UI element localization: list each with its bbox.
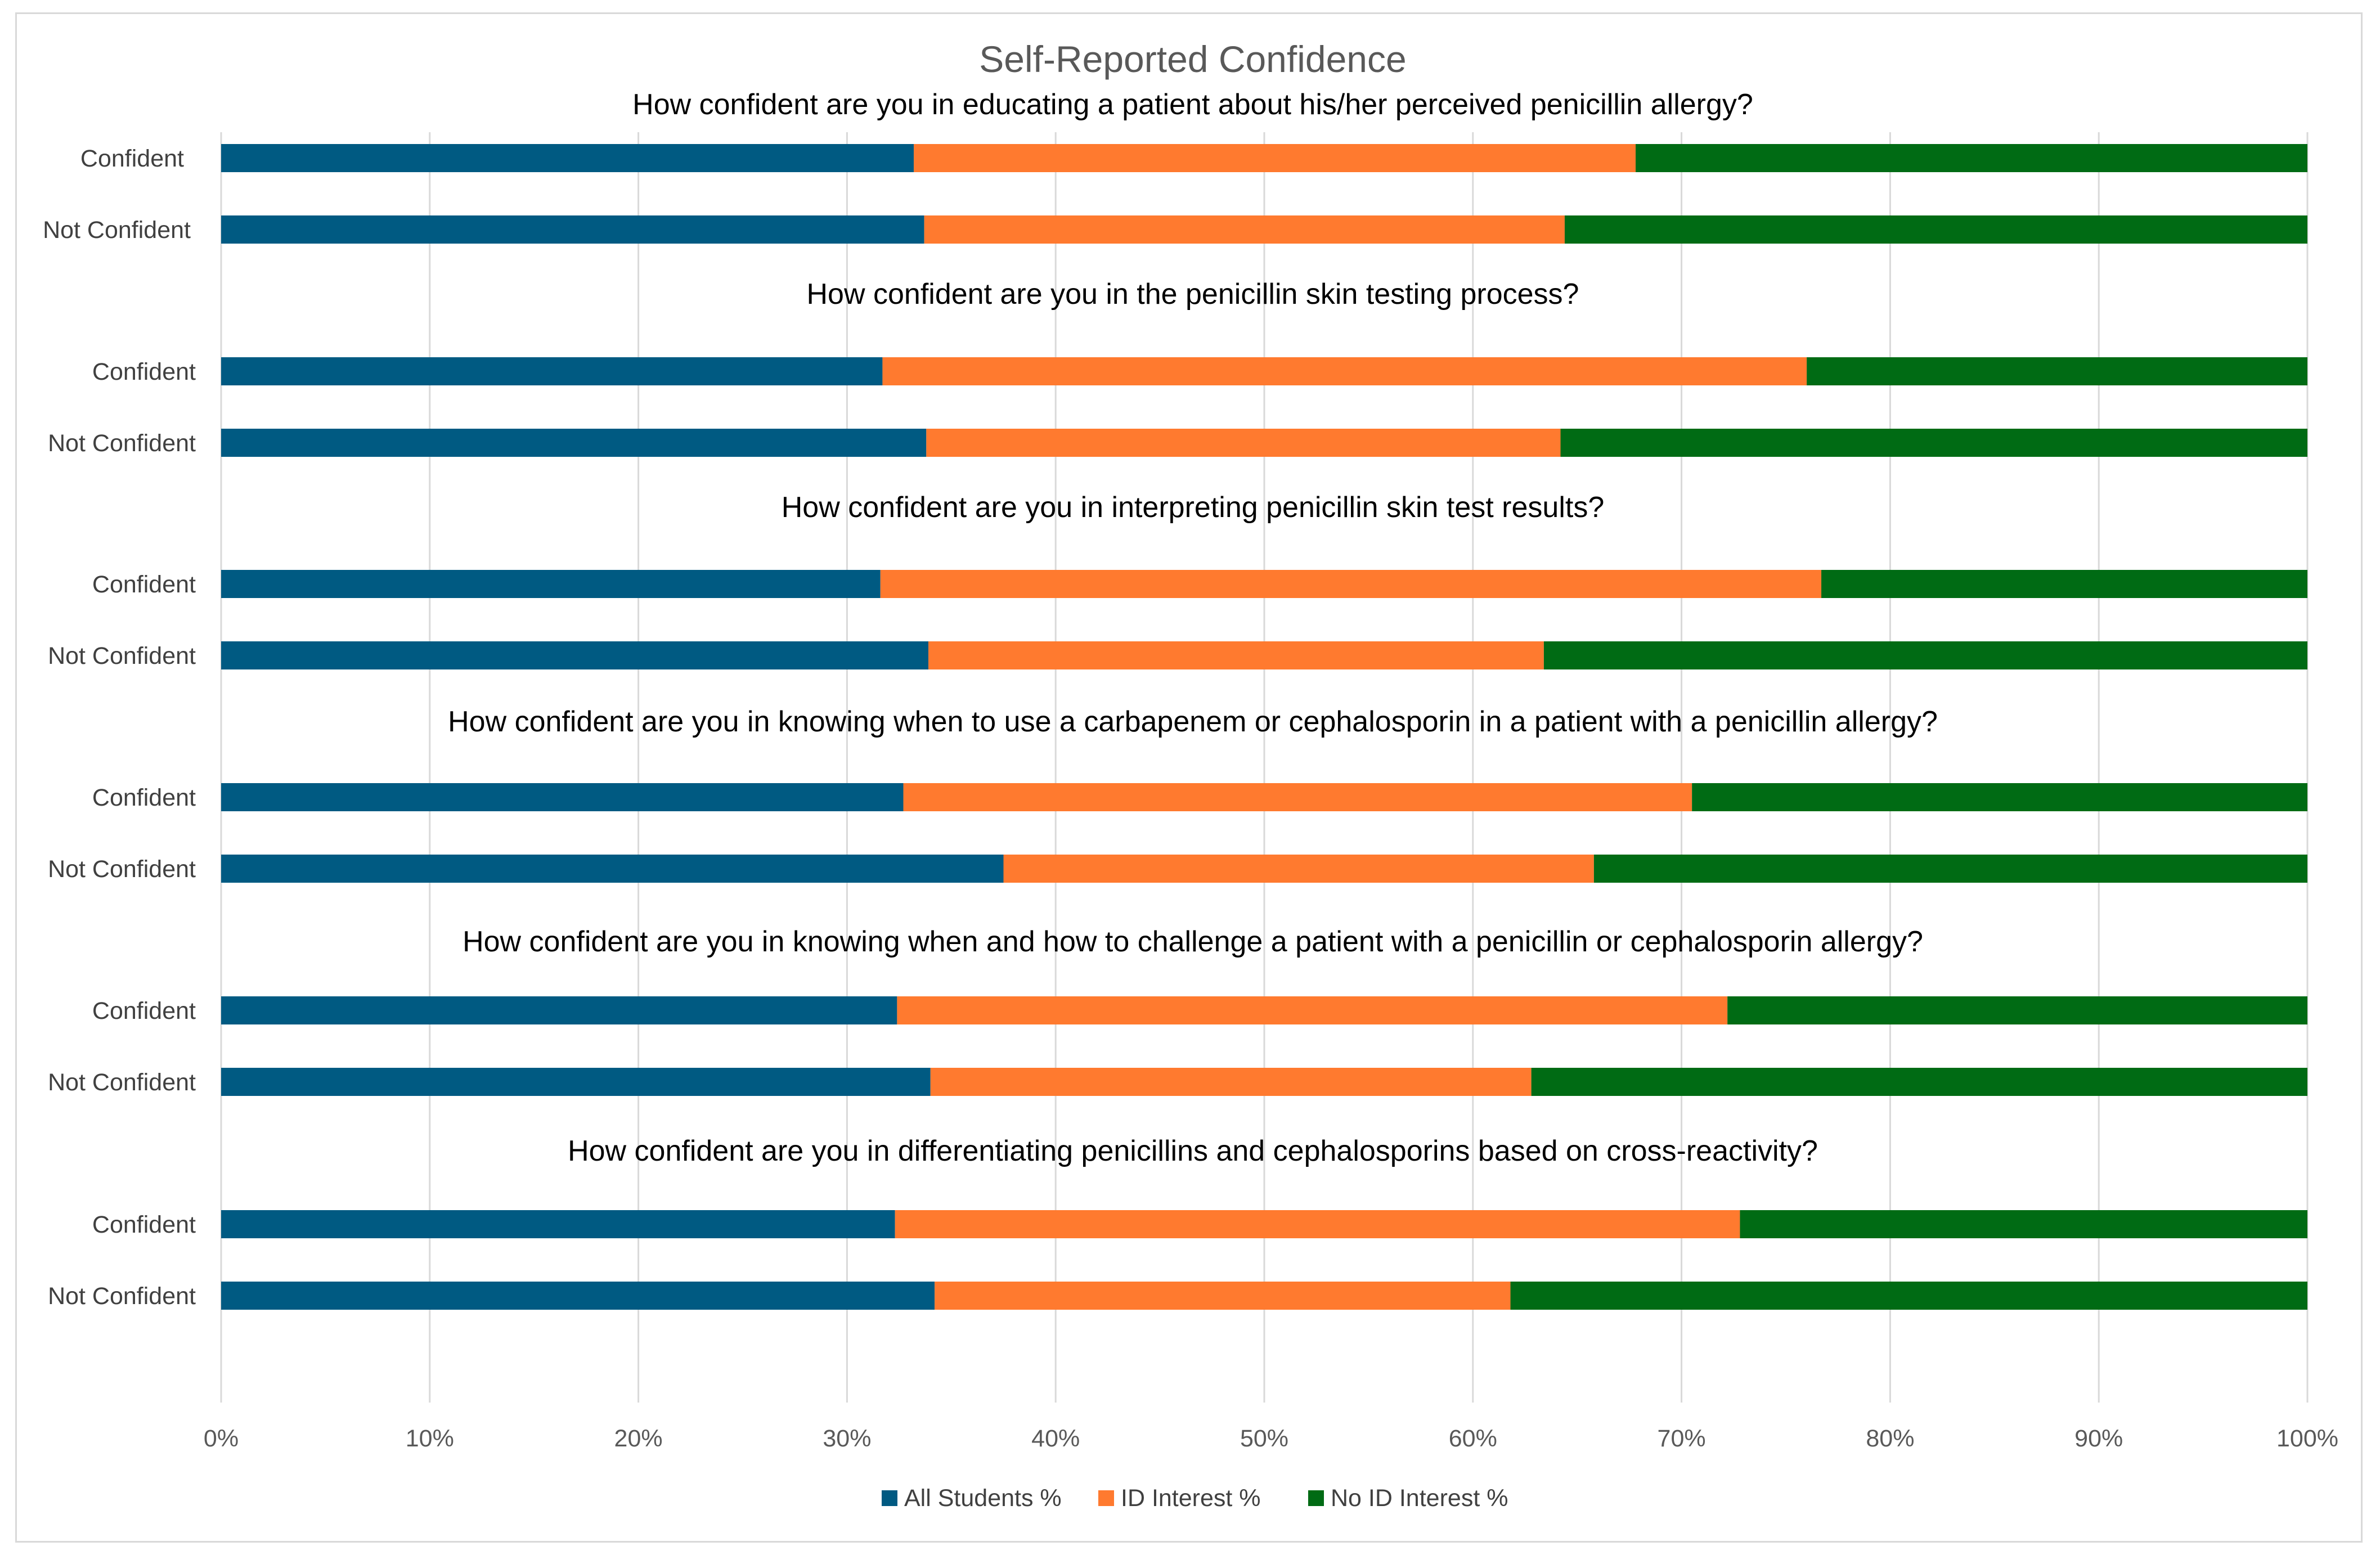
chart-title: Self-Reported Confidence <box>979 38 1406 80</box>
bar-segment <box>1821 570 2307 598</box>
question-label: How confident are you in knowing when an… <box>462 925 1923 958</box>
legend-swatch <box>1098 1490 1114 1506</box>
bar-segment <box>1692 783 2307 811</box>
bar-segment <box>928 641 1544 669</box>
x-tick-label: 50% <box>1240 1425 1288 1452</box>
row-label: Not Confident <box>43 217 191 244</box>
gridlines <box>220 132 2309 1403</box>
bars <box>221 144 2307 1310</box>
x-tick-label: 30% <box>823 1425 871 1452</box>
row-label: Confident <box>92 1211 196 1238</box>
row-label: Confident <box>92 358 196 385</box>
question-label: How confident are you in interpreting pe… <box>782 491 1605 524</box>
bar-segment <box>1531 1068 2307 1096</box>
question-label: How confident are you in differentiating… <box>568 1135 1818 1167</box>
bar-segment <box>897 996 1728 1024</box>
bar-segment <box>221 855 1004 883</box>
bar-segment <box>221 1210 895 1238</box>
bar-segment <box>1807 357 2307 385</box>
x-tick-label: 80% <box>1866 1425 1914 1452</box>
bar-segment <box>221 570 881 598</box>
row-labels: Confident Not Confident Confident Not Confi… <box>43 145 196 1310</box>
bar-segment <box>1740 1210 2307 1238</box>
bar-segment <box>924 215 1565 244</box>
row-label: Not Confident <box>48 1283 196 1310</box>
bar-segment <box>1003 855 1594 883</box>
bar-segment <box>882 357 1807 385</box>
x-tick-label: 100% <box>2276 1425 2338 1452</box>
bar-segment <box>1636 144 2307 172</box>
bar-segment <box>935 1282 1511 1310</box>
bar-segment <box>221 215 924 244</box>
bar-segment <box>221 641 929 669</box>
bar-segment <box>1564 215 2307 244</box>
x-axis-ticks: 0% 10% 20% 30% 40% 50% 60% 70% 80% 90% 100% <box>204 1425 2338 1452</box>
bar-segment <box>221 783 904 811</box>
bar-segment <box>914 144 1636 172</box>
bar-segment <box>926 429 1561 457</box>
bar-segment <box>1510 1282 2307 1310</box>
row-label: Not Confident <box>48 642 196 669</box>
legend-label: ID Interest % <box>1121 1485 1261 1512</box>
x-tick-label: 10% <box>406 1425 454 1452</box>
legend-swatch <box>882 1490 897 1506</box>
legend-label: All Students % <box>904 1485 1062 1512</box>
x-tick-label: 60% <box>1449 1425 1497 1452</box>
bar-segment <box>221 357 883 385</box>
bar-segment <box>1593 855 2307 883</box>
bar-segment <box>221 429 927 457</box>
row-label: Confident <box>92 571 196 598</box>
x-tick-label: 70% <box>1658 1425 1706 1452</box>
bar-segment <box>221 1068 931 1096</box>
bar-segment <box>895 1210 1740 1238</box>
row-label: Confident <box>92 997 196 1024</box>
bar-segment <box>221 144 914 172</box>
legend: All Students % ID Interest % No ID Interes… <box>882 1485 1508 1512</box>
bar-segment <box>221 1282 935 1310</box>
row-label: Not Confident <box>48 856 196 883</box>
row-label: Confident <box>92 784 196 811</box>
bar-segment <box>1727 996 2307 1024</box>
row-label: Confident <box>80 145 184 172</box>
legend-swatch <box>1308 1490 1324 1506</box>
question-label: How confident are you in knowing when to… <box>448 705 1938 738</box>
row-label: Not Confident <box>48 430 196 457</box>
question-labels: How confident are you in educating a pat… <box>448 88 1938 1167</box>
question-label: How confident are you in educating a pat… <box>632 88 1753 121</box>
row-label: Not Confident <box>48 1069 196 1096</box>
x-tick-label: 40% <box>1031 1425 1080 1452</box>
question-label: How confident are you in the penicillin … <box>807 278 1579 311</box>
bar-segment <box>1560 429 2307 457</box>
legend-label: No ID Interest % <box>1331 1485 1508 1512</box>
x-tick-label: 20% <box>614 1425 663 1452</box>
bar-segment <box>903 783 1692 811</box>
bar-segment <box>930 1068 1532 1096</box>
x-tick-label: 90% <box>2074 1425 2123 1452</box>
x-tick-label: 0% <box>204 1425 239 1452</box>
bar-segment <box>880 570 1822 598</box>
bar-segment <box>1543 641 2307 669</box>
bar-segment <box>221 996 897 1024</box>
